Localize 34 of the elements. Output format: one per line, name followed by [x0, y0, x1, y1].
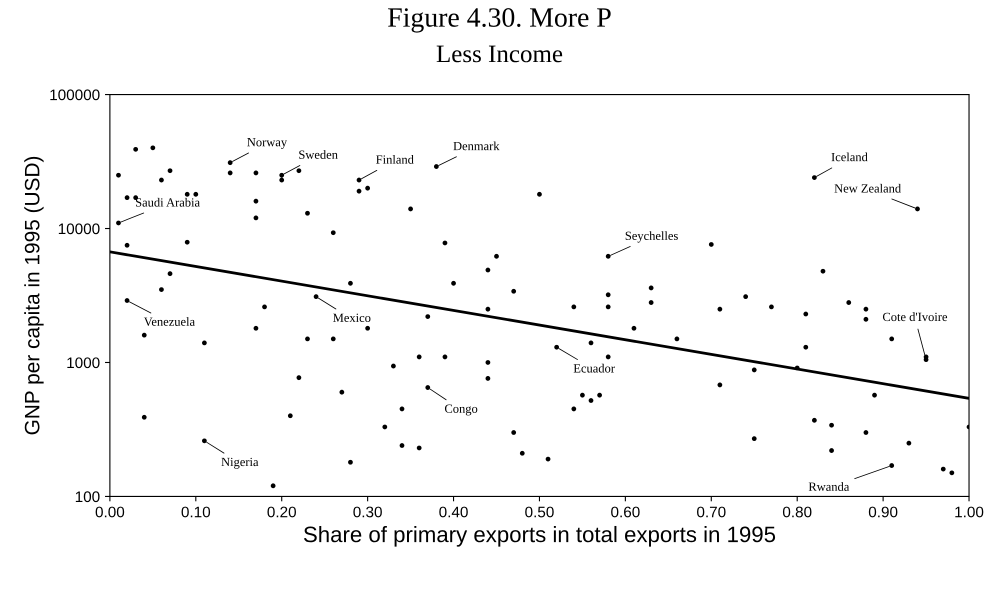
x-tick-label: 0.00 — [96, 506, 124, 518]
x-tick-label: 0.20 — [267, 506, 296, 518]
x-tick-label: 1.00 — [955, 506, 984, 518]
x-tick-label: 0.40 — [439, 506, 468, 518]
annotation: Saudi Arabia — [136, 198, 200, 207]
annotation: Rwanda — [808, 482, 850, 491]
annotation: Venezuela — [144, 317, 195, 326]
annotation: New Zealand — [834, 184, 901, 193]
annotation: Finland — [376, 154, 414, 164]
y-tick-label: 1000 — [67, 357, 100, 368]
annotation: Congo — [444, 404, 478, 416]
x-tick-label: 0.50 — [525, 506, 554, 518]
y-tick-label: 100000 — [50, 89, 100, 100]
annotation: Seychelles — [626, 231, 678, 243]
chart-title: Figure 4.30. More P — [388, 8, 611, 33]
annotation: Sweden — [299, 150, 338, 159]
annotation: Iceland — [832, 152, 868, 162]
annotation: Denmark — [453, 141, 500, 150]
y-axis-title: GNP per capita in 1995 (USD) — [24, 156, 44, 434]
x-tick-label: 0.80 — [782, 506, 812, 518]
annotation: Mexico — [333, 314, 370, 322]
y-tick-label: 10000 — [58, 223, 100, 234]
annotation: Norway — [247, 138, 288, 149]
x-tick-label: 0.10 — [182, 506, 210, 518]
x-tick-label: 0.70 — [697, 506, 726, 518]
annotation: Ecuador — [574, 364, 615, 373]
x-tick-label: 0.90 — [868, 506, 898, 518]
y-tick-label: 100 — [76, 491, 100, 502]
chart-subtitle: Less Income — [436, 46, 562, 62]
x-tick-label: 0.60 — [611, 506, 640, 518]
annotation: Cote d'Ivoire — [882, 312, 948, 322]
x-axis-title: Share of primary exports in total exports in 1995 — [304, 526, 776, 547]
x-tick-label: 0.30 — [353, 506, 382, 518]
annotation: Nigeria — [221, 458, 258, 469]
